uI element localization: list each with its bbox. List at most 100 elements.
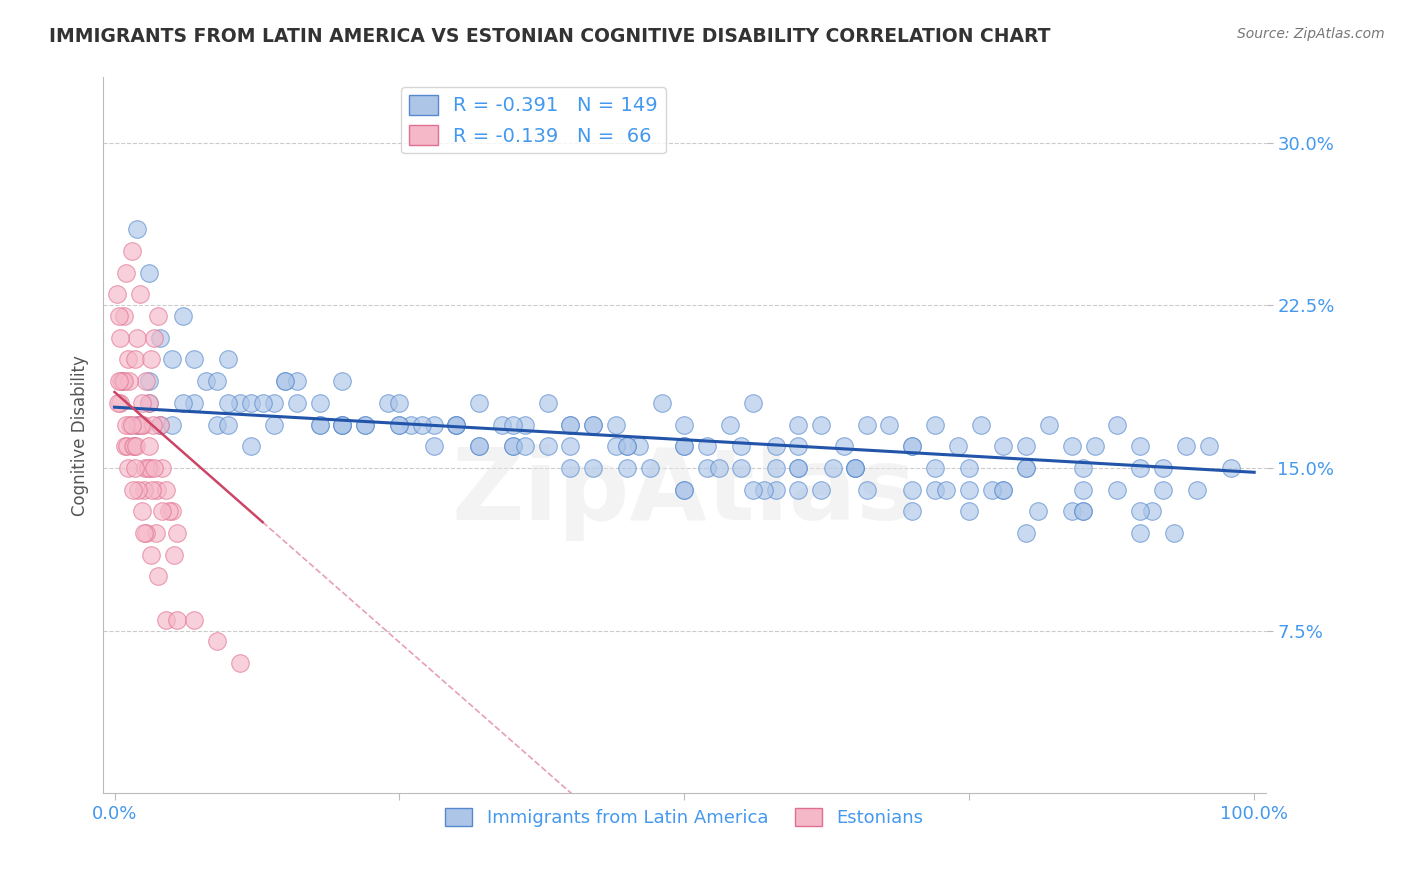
Point (131, 396, 153, 410)
Point (605, 417, 627, 432)
Point (502, 417, 524, 432)
Point (332, 417, 354, 432)
Point (218, 352, 240, 367)
Point (696, 439, 718, 453)
Point (411, 417, 433, 432)
Point (332, 417, 354, 432)
Point (422, 439, 444, 453)
Point (832, 439, 855, 453)
Point (560, 439, 582, 453)
Point (138, 374, 160, 388)
Point (1015, 461, 1038, 475)
Point (112, 374, 135, 388)
Point (946, 439, 969, 453)
Point (354, 417, 377, 432)
Point (536, 439, 558, 453)
Point (1071, 504, 1094, 518)
Point (218, 396, 240, 410)
Point (115, 439, 138, 453)
Point (120, 417, 142, 432)
Point (388, 396, 411, 410)
Point (149, 417, 172, 432)
Point (957, 504, 980, 518)
Point (117, 461, 139, 475)
Point (127, 222, 149, 236)
Point (1038, 417, 1060, 432)
Point (787, 461, 810, 475)
Point (673, 417, 696, 432)
Point (787, 461, 810, 475)
Point (145, 526, 167, 541)
Point (696, 461, 718, 475)
Point (924, 461, 946, 475)
Point (146, 309, 169, 323)
Point (149, 417, 172, 432)
Point (957, 461, 980, 475)
Point (124, 461, 146, 475)
Point (730, 439, 752, 453)
Point (730, 461, 752, 475)
Point (252, 396, 274, 410)
Point (651, 396, 673, 410)
Point (560, 417, 582, 432)
Point (582, 417, 605, 432)
Point (122, 439, 145, 453)
Point (502, 439, 524, 453)
Point (155, 613, 177, 627)
Point (765, 483, 787, 497)
Point (183, 396, 205, 410)
Point (957, 483, 980, 497)
Point (229, 656, 252, 670)
Point (111, 374, 134, 388)
Point (536, 396, 558, 410)
Point (127, 331, 149, 345)
Point (139, 461, 162, 475)
Point (194, 374, 217, 388)
Point (787, 483, 810, 497)
Point (787, 417, 810, 432)
Point (399, 417, 422, 432)
Point (138, 396, 160, 410)
Point (582, 461, 605, 475)
Point (129, 417, 152, 432)
Y-axis label: Cognitive Disability: Cognitive Disability (72, 355, 89, 516)
Point (160, 352, 183, 367)
Point (205, 634, 228, 648)
Point (118, 374, 141, 388)
Point (446, 417, 468, 432)
Point (240, 396, 263, 410)
Point (132, 417, 155, 432)
Point (143, 461, 166, 475)
Point (673, 483, 696, 497)
Point (1015, 461, 1038, 475)
Point (138, 396, 160, 410)
Point (844, 461, 866, 475)
Point (263, 417, 285, 432)
Point (115, 266, 138, 280)
Point (673, 483, 696, 497)
Point (787, 439, 810, 453)
Point (446, 417, 468, 432)
Point (924, 483, 946, 497)
Point (468, 439, 491, 453)
Point (1015, 439, 1038, 453)
Point (125, 439, 148, 453)
Point (1185, 483, 1208, 497)
Point (901, 483, 924, 497)
Text: Source: ZipAtlas.com: Source: ZipAtlas.com (1237, 27, 1385, 41)
Point (446, 417, 468, 432)
Point (855, 417, 877, 432)
Point (308, 417, 330, 432)
Point (138, 439, 160, 453)
Point (1084, 439, 1107, 453)
Point (166, 526, 188, 541)
Point (308, 396, 330, 410)
Point (901, 439, 924, 453)
Point (136, 461, 159, 475)
Point (134, 461, 156, 475)
Point (112, 309, 135, 323)
Point (263, 396, 285, 410)
Point (582, 417, 605, 432)
Point (134, 526, 156, 541)
Point (110, 396, 132, 410)
